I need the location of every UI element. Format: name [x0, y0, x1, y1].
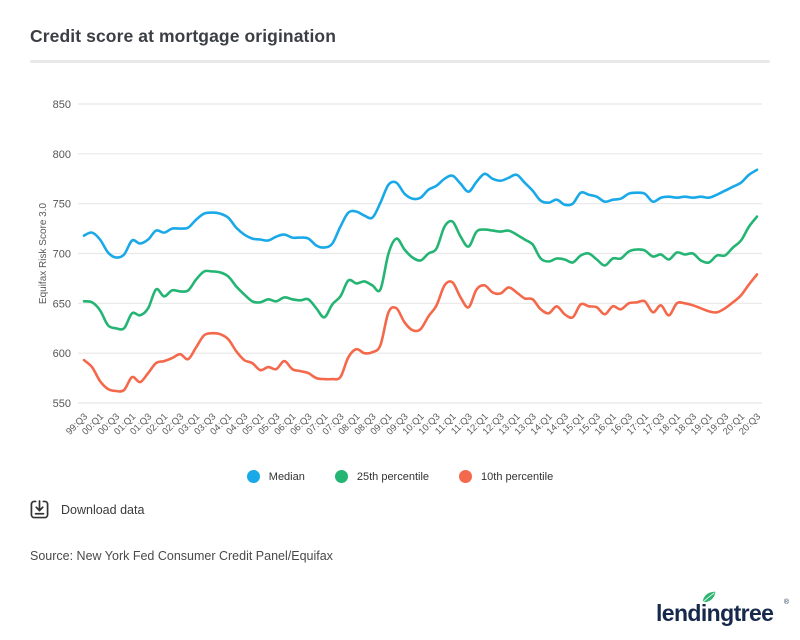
median-dot-icon: [246, 470, 260, 483]
y-tick-label: 600: [53, 348, 71, 360]
legend-label: Median: [268, 470, 305, 483]
y-tick-label: 550: [53, 398, 71, 410]
series-line-25th-percentile: [82, 215, 759, 331]
y-axis-title: Equifax Risk Score 3.0: [38, 202, 49, 304]
leaf-icon: [702, 591, 716, 603]
title-divider: [30, 60, 770, 63]
y-tick-label: 700: [53, 249, 71, 261]
lendingtree-wordmark: lendingtree: [656, 600, 774, 626]
legend: Median 25th percentile 10th percentile: [0, 470, 800, 483]
download-data-button[interactable]: Download data: [30, 500, 144, 519]
y-tick-label: 650: [53, 298, 71, 310]
chart-title: Credit score at mortgage origination: [30, 26, 337, 46]
legend-label: 10th percentile: [481, 470, 554, 483]
series-line-10th-percentile: [82, 273, 759, 393]
y-tick-label: 800: [53, 149, 71, 161]
download-icon: [30, 500, 49, 519]
percentile10-dot-icon: [459, 470, 473, 483]
legend-label: 25th percentile: [356, 470, 430, 483]
chart-svg: 850 800 750 700 650 600 550 Equifax Risk Score …: [38, 99, 763, 437]
legend-item-median[interactable]: Median: [246, 470, 305, 483]
source-text: Source: New York Fed Consumer Credit Pan…: [30, 549, 333, 563]
registered-mark: ®: [783, 599, 789, 606]
series-line-median: [82, 168, 759, 259]
download-label: Download data: [61, 502, 145, 517]
y-tick-label: 850: [53, 99, 71, 111]
lendingtree-logo: lendingtree ®: [656, 591, 789, 628]
legend-item-25th-percentile[interactable]: 25th percentile: [334, 470, 430, 483]
y-tick-label: 750: [53, 199, 71, 211]
percentile25-dot-icon: [334, 470, 348, 483]
legend-item-10th-percentile[interactable]: 10th percentile: [459, 470, 553, 483]
